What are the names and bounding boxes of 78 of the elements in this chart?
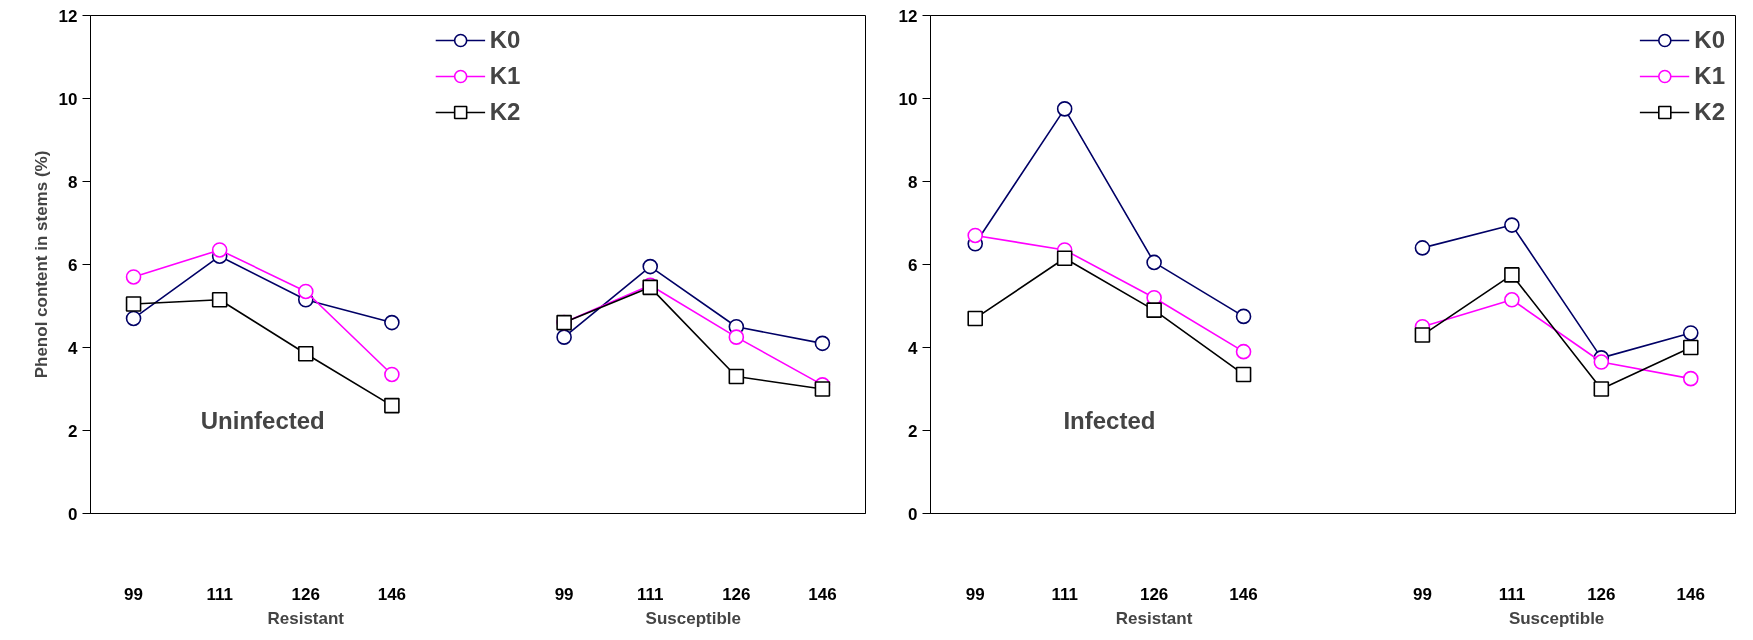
y-tick-label: 12 (58, 6, 78, 26)
text: Resistant (267, 608, 345, 628)
point (1504, 217, 1520, 233)
point (1235, 366, 1252, 383)
point (1146, 302, 1162, 318)
point (967, 310, 984, 327)
text: Susceptible (1508, 608, 1605, 628)
point (1504, 267, 1520, 283)
y-tick-label: 6 (68, 255, 78, 275)
legend-label: K0 (489, 26, 521, 54)
x-tick-label: 99 (554, 584, 574, 604)
y-tick-label: 2 (908, 421, 918, 441)
point (814, 335, 831, 352)
x-tick-label: 99 (1412, 584, 1432, 604)
y-tick-label: 8 (68, 172, 78, 192)
point (1682, 325, 1699, 341)
point (384, 314, 400, 331)
legend-label: K2 (1694, 98, 1725, 126)
point (384, 397, 400, 414)
point (1682, 339, 1699, 356)
point (297, 345, 314, 362)
point (211, 242, 228, 258)
x-tick-label: 146 (377, 584, 407, 604)
y-tick-label: 10 (898, 89, 918, 109)
y-tick-label: 10 (58, 89, 78, 109)
point (1504, 291, 1520, 308)
point (1414, 240, 1431, 256)
point (814, 381, 831, 397)
point (1235, 308, 1252, 325)
x-tick-label: 111 (206, 584, 233, 604)
point (125, 310, 142, 327)
x-tick-label: 126 (1139, 584, 1169, 604)
point (1146, 254, 1162, 271)
x-tick-label: 126 (1587, 584, 1616, 604)
legend-label: K1 (489, 62, 521, 90)
point (1056, 101, 1073, 117)
y-tick-label: 4 (908, 338, 919, 358)
annotation: Uninfected (200, 406, 325, 434)
point (556, 329, 572, 345)
point (297, 283, 314, 300)
x-tick-label: 111 (1051, 584, 1078, 604)
x-tick-label: 111 (636, 584, 664, 604)
x-tick-label: 146 (1676, 584, 1705, 604)
y-axis-title: Phenol content in stems (%) (31, 150, 51, 379)
point (1414, 327, 1431, 343)
point (1682, 370, 1699, 387)
point (384, 366, 400, 383)
x-tick-label: 126 (291, 584, 320, 604)
y-tick-label: 12 (898, 6, 918, 26)
x-tick-label: 99 (124, 584, 144, 604)
x-tick-label: 99 (965, 584, 985, 604)
text: Susceptible (645, 608, 741, 628)
x-tick-label: 146 (808, 584, 837, 604)
point (967, 227, 984, 244)
x-tick-label: 146 (1229, 584, 1258, 604)
point (1593, 354, 1610, 370)
point (642, 258, 659, 275)
y-tick-label: 6 (908, 255, 918, 275)
y-tick-label: 4 (68, 338, 79, 358)
annotation: Infected (1063, 406, 1156, 434)
y-tick-label: 8 (908, 172, 918, 192)
point (211, 291, 228, 308)
y-tick-label: 2 (68, 421, 78, 441)
legend-label: K1 (1694, 62, 1725, 90)
text: Resistant (1115, 608, 1193, 628)
legend-label: K2 (489, 98, 521, 126)
y-tick-label: 0 (908, 504, 918, 524)
point (125, 296, 142, 312)
point (125, 269, 142, 285)
point (1056, 250, 1073, 267)
y-tick-label: 0 (68, 504, 78, 524)
point (728, 329, 745, 345)
legend-label: K0 (1694, 26, 1725, 54)
point (1235, 343, 1252, 360)
x-tick-label: 126 (722, 584, 751, 604)
x-tick-label: 111 (1498, 584, 1526, 604)
point (1593, 381, 1610, 397)
point (728, 368, 745, 385)
